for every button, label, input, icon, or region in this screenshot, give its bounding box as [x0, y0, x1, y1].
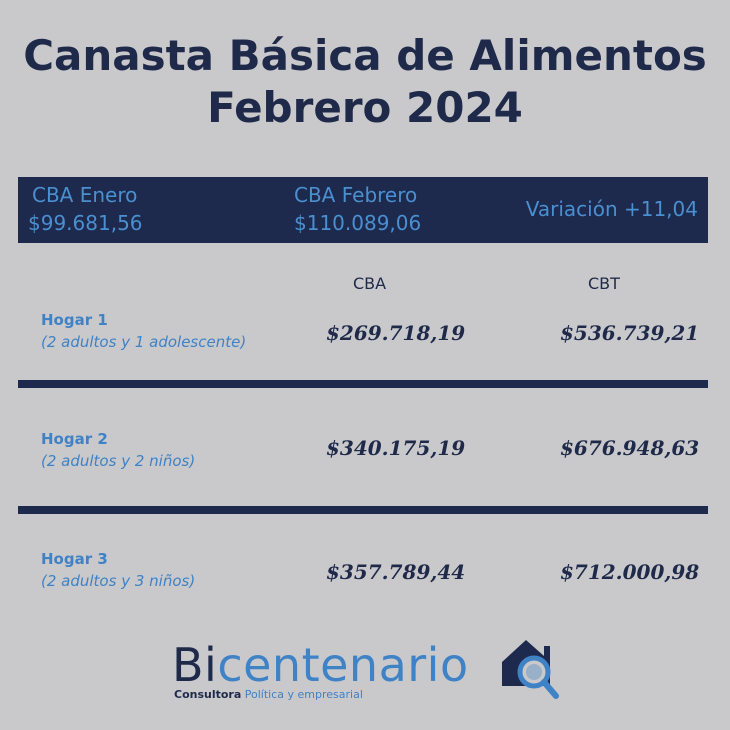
title-line-1: Canasta Básica de Alimentos [23, 31, 707, 80]
bicentenario-logo: Bicentenario Consultora Política y empre… [172, 640, 469, 701]
cba-enero: CBA Enero $99.681,56 [28, 181, 143, 237]
divider [18, 380, 708, 388]
logo-wordmark: Bicentenario [172, 640, 469, 690]
cba-enero-label: CBA Enero [32, 183, 138, 207]
row-name: Hogar 2 [41, 430, 108, 448]
cba-febrero: CBA Febrero $110.089,06 [294, 181, 421, 237]
cba-enero-value: $99.681,56 [28, 211, 143, 235]
row-label-hogar-1: Hogar 1 (2 adultos y 1 adolescente) [41, 309, 246, 353]
row-value-cba: $269.718,19 [326, 321, 466, 345]
row-desc: (2 adultos y 3 niños) [41, 572, 196, 590]
logo-tagline: Consultora Política y empresarial [174, 688, 363, 701]
logo-centenario: centenario [217, 638, 469, 692]
row-value-cbt: $712.000,98 [560, 560, 700, 584]
row-label-hogar-3: Hogar 3 (2 adultos y 3 niños) [41, 548, 195, 592]
variacion: Variación +11,04 [525, 197, 698, 221]
divider [18, 506, 708, 514]
title-line-2: Febrero 2024 [207, 83, 523, 132]
column-header-cba: CBA [353, 274, 387, 293]
row-value-cba: $357.789,44 [326, 560, 466, 584]
row-desc: (2 adultos y 2 niños) [41, 452, 196, 470]
house-magnifier-icon [502, 640, 559, 699]
row-name: Hogar 1 [41, 311, 108, 329]
column-header-cbt: CBT [588, 274, 620, 293]
row-name: Hogar 3 [41, 550, 108, 568]
logo-consultora: Consultora [174, 688, 242, 701]
logo-tagline-text: Política y empresarial [244, 688, 363, 701]
row-label-hogar-2: Hogar 2 (2 adultos y 2 niños) [41, 428, 195, 472]
cba-febrero-label: CBA Febrero [294, 183, 418, 207]
page-title: Canasta Básica de Alimentos Febrero 2024 [0, 30, 730, 134]
cba-febrero-value: $110.089,06 [294, 211, 422, 235]
row-value-cbt: $536.739,21 [560, 321, 700, 345]
summary-banner: CBA Enero $99.681,56 CBA Febrero $110.08… [18, 177, 708, 243]
row-value-cba: $340.175,19 [326, 436, 466, 460]
row-value-cbt: $676.948,63 [560, 436, 700, 460]
row-desc: (2 adultos y 1 adolescente) [41, 333, 247, 351]
logo-bi: Bi [172, 638, 218, 692]
